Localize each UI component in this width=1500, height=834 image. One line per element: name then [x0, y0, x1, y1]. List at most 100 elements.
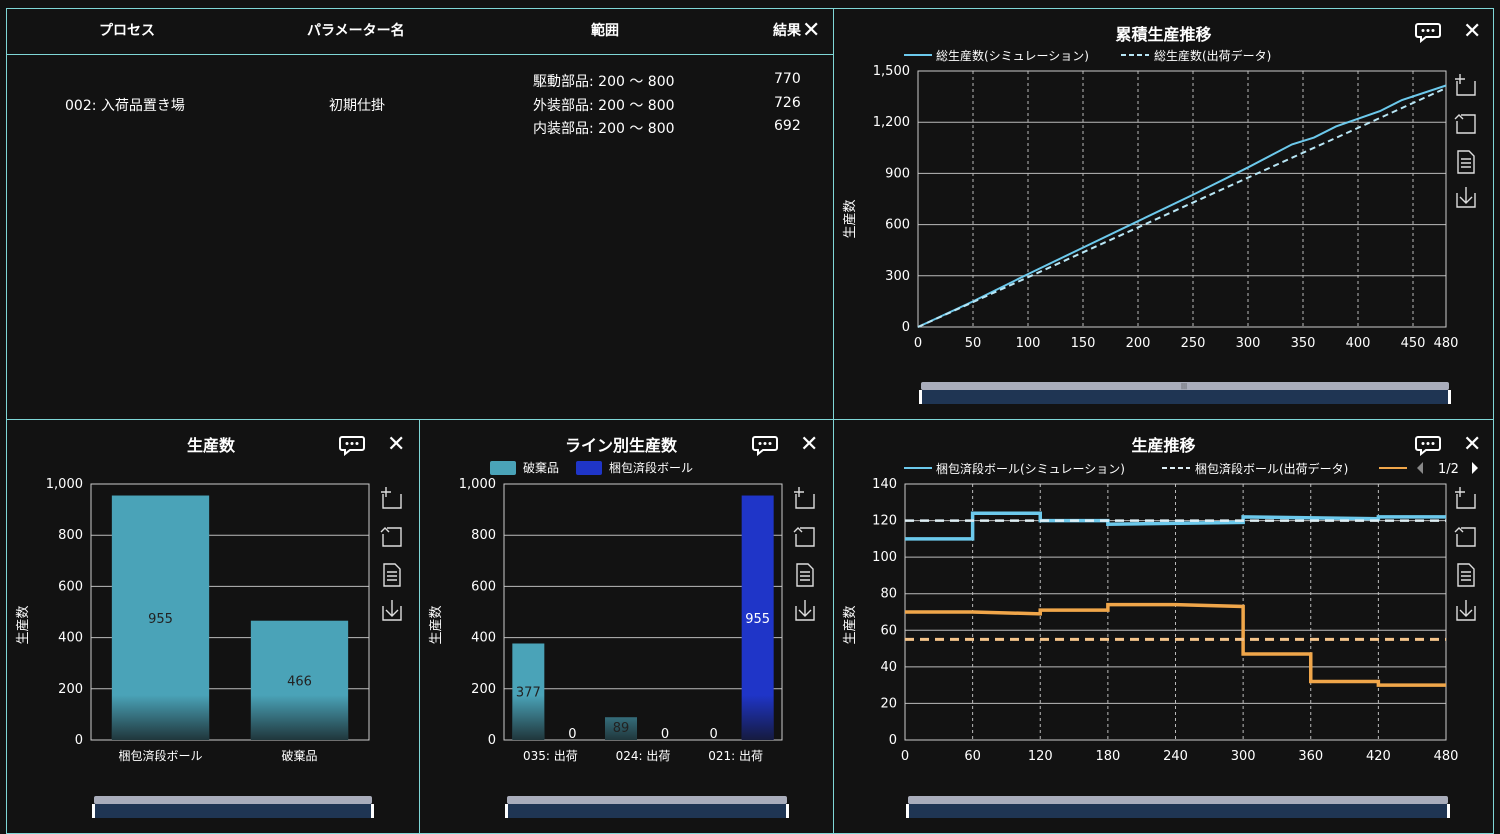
y-tick-label: 140 [872, 477, 897, 492]
zoom-icon[interactable] [794, 487, 815, 509]
zoom-icon[interactable] [1455, 487, 1476, 509]
x-tick-label: 240 [1163, 749, 1188, 764]
close-icon[interactable]: ✕ [1463, 19, 1482, 44]
series-line [917, 87, 1447, 328]
zoom-slider[interactable]: ||| [919, 382, 1451, 404]
header-range: 範囲 [591, 23, 619, 39]
data-label: 377 [516, 686, 541, 701]
data-view-icon[interactable] [383, 563, 401, 587]
y-tick-label: 400 [58, 631, 83, 646]
chart-title: 累積生産推移 [1115, 25, 1212, 44]
next-page-icon[interactable] [1472, 462, 1478, 474]
x-tick-label: 50 [965, 336, 982, 351]
trend-line-chart: 梱包済段ボール(シミュレーション) 梱包済段ボール(出荷データ) 1/2 生産数… [842, 461, 1478, 764]
x-tick-label: 200 [1126, 336, 1151, 351]
zoom-icon[interactable] [381, 487, 402, 509]
y-tick-label: 800 [58, 528, 83, 543]
x-tick-label: 0 [901, 749, 909, 764]
legend-page-indicator: 1/2 [1438, 462, 1459, 477]
y-tick-label: 100 [872, 550, 897, 565]
x-tick-label: 梱包済段ボール [118, 748, 202, 763]
comment-icon[interactable] [1415, 434, 1441, 456]
close-icon[interactable]: ✕ [1463, 432, 1482, 457]
x-tick-label: 300 [1236, 336, 1261, 351]
data-label: 0 [661, 727, 669, 742]
row-process: 002: 入荷品置き場 [65, 98, 185, 114]
data-label: 955 [148, 612, 173, 627]
restore-icon[interactable] [793, 527, 815, 547]
data-view-icon[interactable] [796, 563, 814, 587]
legend-label: 梱包済段ボール [609, 460, 693, 475]
y-tick-label: 400 [471, 631, 496, 646]
header-result: 結果 [773, 23, 801, 39]
chart-title: ライン別生産数 [565, 436, 678, 455]
comment-icon[interactable] [1415, 21, 1441, 43]
legend-label: 破棄品 [523, 460, 559, 475]
download-icon[interactable] [795, 600, 815, 621]
x-tick-label: 480 [1434, 749, 1459, 764]
y-tick-label: 0 [75, 733, 83, 748]
restore-icon[interactable] [1454, 114, 1476, 134]
data-view-icon[interactable] [1457, 563, 1475, 587]
zoom-slider[interactable] [92, 796, 374, 818]
production-by-line-panel: ライン別生産数 ✕ 破棄品 梱包済段ボール 生産数 0 200 400 600 800 1… [419, 419, 834, 834]
data-view-icon[interactable] [1457, 150, 1475, 174]
plot-frame [917, 70, 1447, 328]
y-axis-label: 生産数 [428, 605, 444, 644]
restore-icon[interactable] [380, 527, 402, 547]
data-label: 466 [287, 674, 312, 689]
x-tick-label: 480 [1434, 336, 1459, 351]
header-process: プロセス [99, 23, 155, 39]
download-icon[interactable] [1456, 187, 1476, 208]
legend-label: 梱包済段ボール(シミュレーション) [936, 461, 1125, 476]
y-tick-label: 1,200 [873, 115, 910, 130]
bar-shade [250, 695, 349, 740]
comment-icon[interactable] [752, 434, 778, 456]
zoom-icon[interactable] [1455, 74, 1476, 96]
side-toolbar [379, 484, 405, 638]
y-tick-label: 80 [880, 587, 897, 602]
close-icon[interactable]: ✕ [800, 432, 819, 457]
y-tick-label: 200 [471, 682, 496, 697]
row-result-3: 692 [774, 118, 801, 134]
y-tick-label: 800 [471, 528, 496, 543]
y-tick-label: 300 [885, 269, 910, 284]
zoom-slider[interactable] [505, 796, 789, 818]
row-range-2: 外装部品: 200 ～ 800 [533, 98, 675, 114]
row-range-3: 内装部品: 200 ～ 800 [533, 121, 675, 137]
download-icon[interactable] [382, 600, 402, 621]
close-icon[interactable]: ✕ [387, 432, 406, 457]
side-toolbar [1453, 484, 1479, 638]
data-label: 955 [745, 612, 770, 627]
zoom-slider[interactable] [906, 796, 1450, 818]
close-icon[interactable]: ✕ [802, 18, 821, 43]
data-label: 0 [710, 727, 718, 742]
comment-icon[interactable] [339, 434, 365, 456]
prev-page-icon[interactable] [1417, 462, 1423, 474]
x-tick-label: 100 [1016, 336, 1041, 351]
x-tick-label: 250 [1181, 336, 1206, 351]
y-tick-label: 120 [872, 514, 897, 529]
y-tick-label: 900 [885, 166, 910, 181]
production-count-panel: 生産数 ✕ 生産数 0 200 400 600 800 1,000 955 梱包済段ボール 46… [6, 419, 420, 834]
download-icon[interactable] [1456, 600, 1476, 621]
x-tick-label: 400 [1346, 336, 1371, 351]
restore-icon[interactable] [1454, 527, 1476, 547]
y-tick-label: 0 [902, 320, 910, 335]
y-axis-label: 生産数 [15, 605, 31, 644]
line-bar-chart: 破棄品 梱包済段ボール 生産数 0 200 400 600 800 1,000 377 0 03… [428, 460, 783, 763]
row-range-1: 駆動部品: 200 ～ 800 [533, 74, 675, 90]
parameter-table-panel: プロセス パラメーター名 範囲 結果 ✕ 002: 入荷品置き場 初期仕掛 駆動… [6, 8, 834, 420]
x-tick-label: 360 [1298, 749, 1323, 764]
y-axis-label: 生産数 [842, 605, 858, 644]
x-tick-label: 021: 出荷 [708, 749, 763, 763]
bar-shade [512, 695, 545, 740]
y-tick-label: 600 [471, 579, 496, 594]
legend-label: 梱包済段ボール(出荷データ) [1195, 461, 1348, 476]
row-result-1: 770 [774, 71, 801, 87]
y-tick-label: 1,000 [46, 477, 83, 492]
x-tick-label: 180 [1095, 749, 1120, 764]
bar-shade [111, 695, 210, 740]
x-tick-label: 60 [964, 749, 981, 764]
legend-label: 総生産数(出荷データ) [1154, 48, 1271, 63]
